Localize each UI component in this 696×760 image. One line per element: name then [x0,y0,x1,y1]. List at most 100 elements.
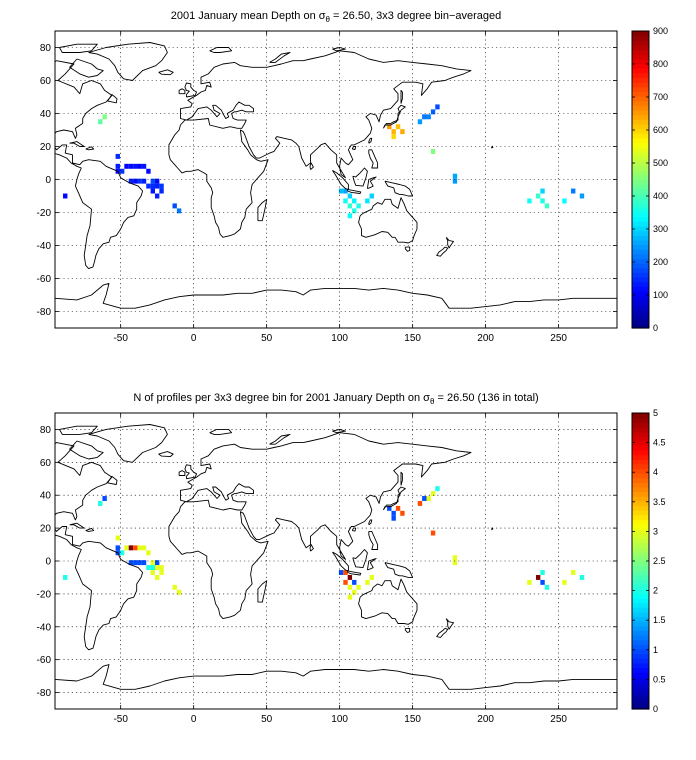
data-cell [154,183,160,189]
data-cell [343,188,348,194]
colorbar-segment [632,445,649,451]
colorbar-segment [632,625,649,631]
coastline [382,104,406,129]
data-cell [400,129,405,135]
colorbar-segment [632,413,649,419]
colorbar-segment [632,235,649,241]
colorbar-segment [632,63,649,69]
data-cell [540,198,545,204]
colorbar-segment [632,207,649,213]
data-cell [172,584,177,590]
coastline [59,43,98,53]
colorbar: 0 0.5 1 1.5 2 2.5 3 3.5 4 4.5 5 [631,408,666,714]
chart-title-part: N of profiles per 3x3 degree bin for 200… [133,392,423,404]
coastline [445,618,454,630]
data-cell [141,178,147,184]
coastline [445,237,454,249]
coastline [352,549,368,569]
x-tick-label: -50 [113,333,128,344]
data-cell [137,545,142,551]
data-cell [452,173,458,179]
colorbar-segment [632,295,649,301]
coastline [55,282,617,309]
colorbar-segment [632,574,649,581]
colorbar-tick-label: 5 [653,408,658,418]
coastline [309,162,314,170]
data-cell [141,163,147,169]
data-cell [176,589,182,595]
colorbar-segment [632,211,649,218]
colorbar-segment [632,593,649,599]
colorbar-segment [632,653,649,659]
data-cell [146,565,151,571]
colorbar-segment [632,463,649,470]
colorbar-segment [632,170,649,176]
data-cell [133,545,138,551]
data-cell [98,500,103,506]
data-cell [422,114,427,120]
chart-title: 2001 January mean Depth on σθ = 26.50, 3… [171,10,502,24]
coastline [178,470,186,476]
data-cell [544,203,550,209]
x-tick-label: 50 [261,333,273,344]
colorbar-tick-label: 4 [653,467,658,477]
colorbar-segment [632,690,649,696]
colorbar-segment [632,450,649,456]
data-cell [141,545,147,551]
y-tick-label: -60 [37,655,52,666]
colorbar-segment [632,314,649,320]
data-cell [352,589,357,595]
colorbar-tick-label: 2.5 [653,556,666,566]
data-cell [352,579,357,585]
coastline [209,47,233,53]
data-cell [527,198,532,204]
colorbar-segment [632,91,649,97]
data-cell [452,178,458,184]
coastline [21,59,44,67]
y-tick-label: 0 [45,557,51,568]
data-cell [540,188,545,194]
coastline [168,432,472,620]
y-tick-label: -40 [37,241,52,252]
x-tick-label: 0 [191,333,197,344]
colorbar-segment [632,477,649,483]
colorbar-segment [632,537,649,544]
colorbar-segment [632,58,649,65]
coastline [55,664,617,690]
data-cell [395,505,401,511]
data-cell [579,574,585,580]
colorbar-segment [632,82,649,88]
coastline [366,176,377,190]
x-tick-label: 50 [261,714,273,725]
colorbar-tick-label: 300 [653,224,668,234]
data-cell [422,496,427,501]
colorbar-segment [632,119,649,125]
data-cell [391,134,396,140]
colorbar-segment [632,133,649,139]
data-cell [352,208,357,214]
data-cell [124,163,129,169]
colorbar-segment [632,244,649,250]
colorbar-segment [632,230,649,236]
x-tick-label: -50 [113,714,128,725]
x-tick-label: 250 [550,333,567,344]
colorbar-segment [632,160,649,167]
colorbar-segment [632,188,649,195]
colorbar-segment [632,491,649,497]
y-tick-label: 20 [40,524,52,535]
data-cell [579,193,585,199]
colorbar-segment [632,318,649,324]
data-cell [150,565,155,571]
coastline [347,188,362,194]
coastline [21,441,44,449]
y-tick-label: -60 [37,274,52,285]
coastline [257,198,268,222]
data-cell [347,584,353,590]
data-cell [391,510,396,516]
colorbar-segment [632,156,649,162]
data-cell [540,579,545,585]
data-cell [150,183,155,189]
data-cell [115,153,120,159]
y-tick-label: 0 [45,175,51,186]
colorbar-segment [632,184,649,190]
